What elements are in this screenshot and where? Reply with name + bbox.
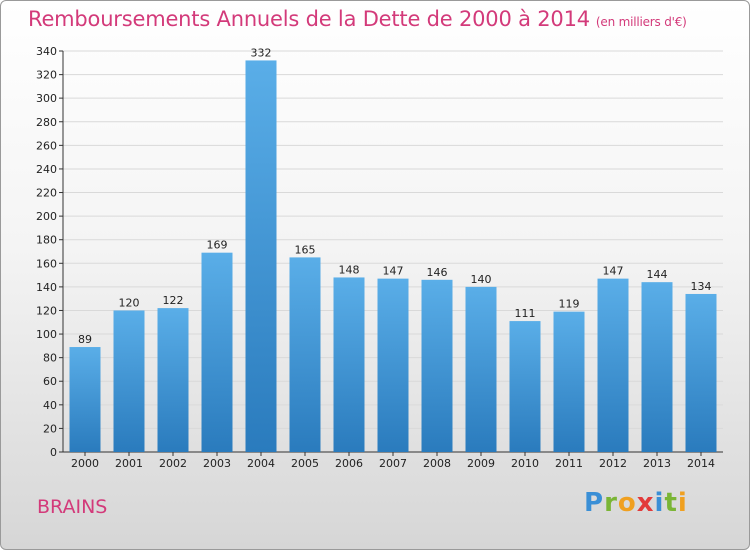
- data-label: 147: [603, 265, 624, 278]
- bar: [157, 308, 189, 452]
- bar: [69, 347, 101, 452]
- y-tick-label: 280: [36, 116, 57, 129]
- bar: [597, 278, 629, 452]
- bar: [641, 282, 673, 452]
- data-label: 134: [691, 280, 712, 293]
- x-tick-label: 2004: [247, 457, 275, 470]
- y-tick-label: 20: [43, 422, 57, 435]
- y-tick-label: 300: [36, 92, 57, 105]
- logo-letter: P: [584, 488, 605, 518]
- commune-name: BRAINS: [37, 496, 108, 518]
- data-label: 165: [295, 243, 316, 256]
- axes: 0 20 40 60 80 100 120 140 160 180 200 220 240 260 280 3…: [36, 45, 723, 470]
- bar: [113, 310, 145, 452]
- data-label: 144: [647, 268, 668, 281]
- value-labels: 89 120 122 169 332 165 148 147 146 140 111 119 147 14…: [78, 46, 712, 346]
- x-tick-label: 2014: [687, 457, 715, 470]
- x-tick-label: 2002: [159, 457, 187, 470]
- bar: [201, 252, 233, 452]
- data-label: 147: [383, 265, 404, 278]
- y-tick-label: 340: [36, 45, 57, 58]
- data-label: 332: [251, 46, 272, 59]
- x-tick-label: 2005: [291, 457, 319, 470]
- y-tick-label: 120: [36, 304, 57, 317]
- data-label: 169: [207, 239, 228, 252]
- y-tick-label: 60: [43, 375, 57, 388]
- bar: [465, 286, 497, 452]
- x-tick-label: 2013: [643, 457, 671, 470]
- y-tick-label: 220: [36, 187, 57, 200]
- data-label: 122: [163, 294, 184, 307]
- data-label: 111: [515, 307, 536, 320]
- y-tick-label: 140: [36, 281, 57, 294]
- x-tick-label: 2006: [335, 457, 363, 470]
- x-tick-label: 2007: [379, 457, 407, 470]
- x-tick-label: 2000: [71, 457, 99, 470]
- data-label: 148: [339, 263, 360, 276]
- data-label: 140: [471, 273, 492, 286]
- y-tick-label: 240: [36, 163, 57, 176]
- y-tick-label: 0: [50, 446, 57, 459]
- y-tick-label: 260: [36, 139, 57, 152]
- logo-letter: i: [654, 488, 665, 518]
- bar: [553, 311, 585, 452]
- bar: [509, 321, 541, 452]
- bar: [245, 60, 277, 452]
- logo-letter: t: [664, 488, 678, 518]
- proxiti-logo: Proxiti: [584, 488, 688, 518]
- bar: [421, 279, 453, 452]
- data-label: 89: [78, 333, 92, 346]
- x-tick-label: 2008: [423, 457, 451, 470]
- data-label: 119: [559, 298, 580, 311]
- x-tick-label: 2010: [511, 457, 539, 470]
- logo-letter: i: [677, 488, 688, 518]
- chart-title: Remboursements Annuels de la Dette de 20…: [28, 7, 687, 31]
- title-text: Remboursements Annuels de la Dette de 20…: [28, 7, 590, 31]
- bar: [289, 257, 321, 452]
- data-label: 146: [427, 266, 448, 279]
- y-tick-label: 160: [36, 257, 57, 270]
- bar: [685, 293, 717, 452]
- logo-letter: x: [636, 488, 655, 518]
- y-tick-label: 40: [43, 399, 57, 412]
- logo-letter: o: [617, 488, 637, 518]
- bar: [333, 277, 365, 452]
- x-tick-label: 2012: [599, 457, 627, 470]
- x-tick-label: 2001: [115, 457, 143, 470]
- logo-letter: r: [604, 488, 618, 518]
- y-tick-label: 320: [36, 69, 57, 82]
- data-label: 120: [119, 296, 140, 309]
- y-tick-label: 80: [43, 352, 57, 365]
- y-tick-label: 200: [36, 210, 57, 223]
- y-tick-label: 100: [36, 328, 57, 341]
- title-unit: (en milliers d'€): [595, 15, 687, 29]
- bars: [69, 60, 717, 452]
- x-tick-label: 2011: [555, 457, 583, 470]
- y-tick-label: 180: [36, 234, 57, 247]
- bar: [377, 278, 409, 452]
- x-tick-label: 2003: [203, 457, 231, 470]
- x-tick-label: 2009: [467, 457, 495, 470]
